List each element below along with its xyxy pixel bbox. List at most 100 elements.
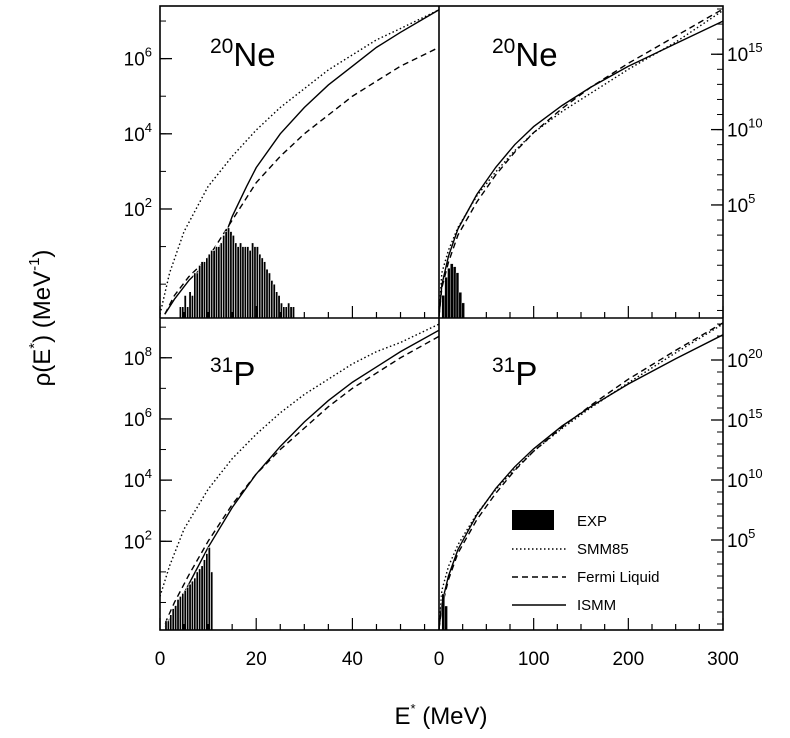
exp-histogram-bar xyxy=(453,266,457,318)
y-tick-label: 102 xyxy=(124,195,152,221)
exp-histogram-bar xyxy=(222,235,226,318)
exp-histogram-bar xyxy=(198,568,202,630)
y-tick-label: 108 xyxy=(124,344,152,370)
x-tick-label: 0 xyxy=(434,649,445,670)
exp-histogram-bar xyxy=(272,283,276,318)
exp-histogram-bar xyxy=(458,292,462,318)
exp-histogram-bar xyxy=(224,231,228,318)
exp-histogram-bar xyxy=(186,306,190,318)
exp-histogram-bar xyxy=(447,268,451,318)
y-tick-label: 106 xyxy=(124,405,152,431)
x-tick-label: 40 xyxy=(342,649,363,670)
exp-histogram-bar xyxy=(193,272,197,318)
exp-histogram-bar xyxy=(207,253,211,318)
exp-histogram-bar xyxy=(210,250,214,318)
legend-label-ismm: ISMM xyxy=(577,597,616,614)
exp-histogram-bar xyxy=(229,231,233,318)
exp-histogram-bar xyxy=(193,577,197,630)
exp-histogram-bar xyxy=(219,242,223,318)
x-axis-title: E* (MeV) xyxy=(394,701,487,730)
exp-histogram-bar xyxy=(190,295,194,318)
exp-histogram-bar xyxy=(171,608,175,630)
smm85-curve xyxy=(160,9,439,315)
exp-histogram-bar xyxy=(178,596,182,630)
exp-histogram-bar xyxy=(231,235,235,318)
nucleus-label-bottom-left: 31P xyxy=(210,354,255,392)
fermi-curve xyxy=(439,8,723,317)
exp-histogram-bar xyxy=(450,263,454,318)
exp-histogram-bar xyxy=(188,583,192,630)
nucleus-label-top-right: 20Ne xyxy=(492,35,558,73)
exp-histogram-bar xyxy=(284,306,288,318)
y-tick-label: 1020 xyxy=(727,346,763,372)
nucleus-label-bottom-right: 31P xyxy=(492,354,537,392)
exp-histogram-bar xyxy=(265,268,269,318)
exp-histogram-bar xyxy=(164,620,168,630)
exp-histogram-bar xyxy=(241,246,245,318)
exp-histogram-bar xyxy=(246,246,250,318)
fermi-curve xyxy=(164,335,439,625)
legend: EXP SMM85 Fermi Liquid ISMM xyxy=(512,510,660,614)
exp-histogram-bar xyxy=(275,291,279,318)
legend-swatch-exp xyxy=(512,510,554,530)
smm85-curve xyxy=(439,323,723,629)
ismm-curve xyxy=(439,334,723,629)
legend-label-exp: EXP xyxy=(577,513,607,530)
top-right-panel xyxy=(439,8,723,318)
ismm-curve xyxy=(439,20,723,317)
y-tick-label: 1015 xyxy=(727,40,763,66)
exp-histogram-bar xyxy=(441,593,445,630)
exp-histogram-bar xyxy=(248,250,252,318)
exp-histogram-bar xyxy=(217,246,221,318)
exp-histogram-bar xyxy=(260,257,264,318)
exp-histogram-bar xyxy=(243,246,247,318)
x-tick-label: 20 xyxy=(246,649,267,670)
y-tick-label: 105 xyxy=(727,526,755,552)
y-tick-label: 1015 xyxy=(727,406,763,432)
nucleus-label-top-left: 20Ne xyxy=(210,35,276,73)
y-tick-label: 104 xyxy=(124,120,152,146)
exp-histogram-bar xyxy=(205,257,209,318)
exp-histogram-bar xyxy=(198,265,202,318)
legend-label-fermi: Fermi Liquid xyxy=(577,569,660,586)
x-tick-label: 200 xyxy=(612,649,644,670)
exp-histogram-bar xyxy=(195,272,199,318)
exp-histogram-bar xyxy=(215,246,219,318)
exp-histogram-bar xyxy=(186,586,190,630)
fermi-curve xyxy=(439,322,723,629)
y-tick-label: 102 xyxy=(124,527,152,553)
x-tick-label: 100 xyxy=(518,649,550,670)
x-tick-label: 300 xyxy=(707,649,739,670)
exp-histogram-bar xyxy=(178,306,182,318)
y-tick-label: 106 xyxy=(124,45,152,71)
exp-histogram-bar xyxy=(444,277,448,318)
exp-histogram-bar xyxy=(444,605,448,630)
exp-histogram-bar xyxy=(258,253,262,318)
exp-histogram-bar xyxy=(455,272,460,318)
exp-histogram-bar xyxy=(287,302,291,318)
exp-histogram-bar xyxy=(205,553,209,630)
exp-histogram-bar xyxy=(190,580,194,630)
smm85-curve xyxy=(160,323,439,597)
x-tick-label: 0 xyxy=(155,649,166,670)
y-tick-label: 104 xyxy=(124,466,152,492)
exp-histogram-bar xyxy=(210,571,214,630)
exp-histogram-bar xyxy=(267,272,271,318)
exp-histogram-bar xyxy=(188,291,192,318)
exp-histogram-bar xyxy=(195,571,199,630)
exp-histogram-bar xyxy=(202,559,206,630)
bottom-right-panel xyxy=(439,322,723,630)
bottom-left-panel xyxy=(160,323,439,630)
exp-histogram-bar xyxy=(291,306,295,318)
y-tick-label: 105 xyxy=(727,191,755,217)
exp-histogram-bar xyxy=(176,599,180,630)
axis-ticks: 102 104 106 105 1010 1015 102 104 106 108 105 1010 1… xyxy=(124,8,763,670)
exp-histogram-bar xyxy=(236,246,240,318)
exp-histogram-bar xyxy=(200,261,204,318)
exp-histogram-bar xyxy=(166,620,170,630)
y-axis-title: ρ(E*) (MeV-1) xyxy=(26,250,56,387)
exp-histogram-bar xyxy=(174,605,178,630)
exp-histogram-bar xyxy=(234,242,238,318)
exp-histogram-bar xyxy=(270,280,274,318)
